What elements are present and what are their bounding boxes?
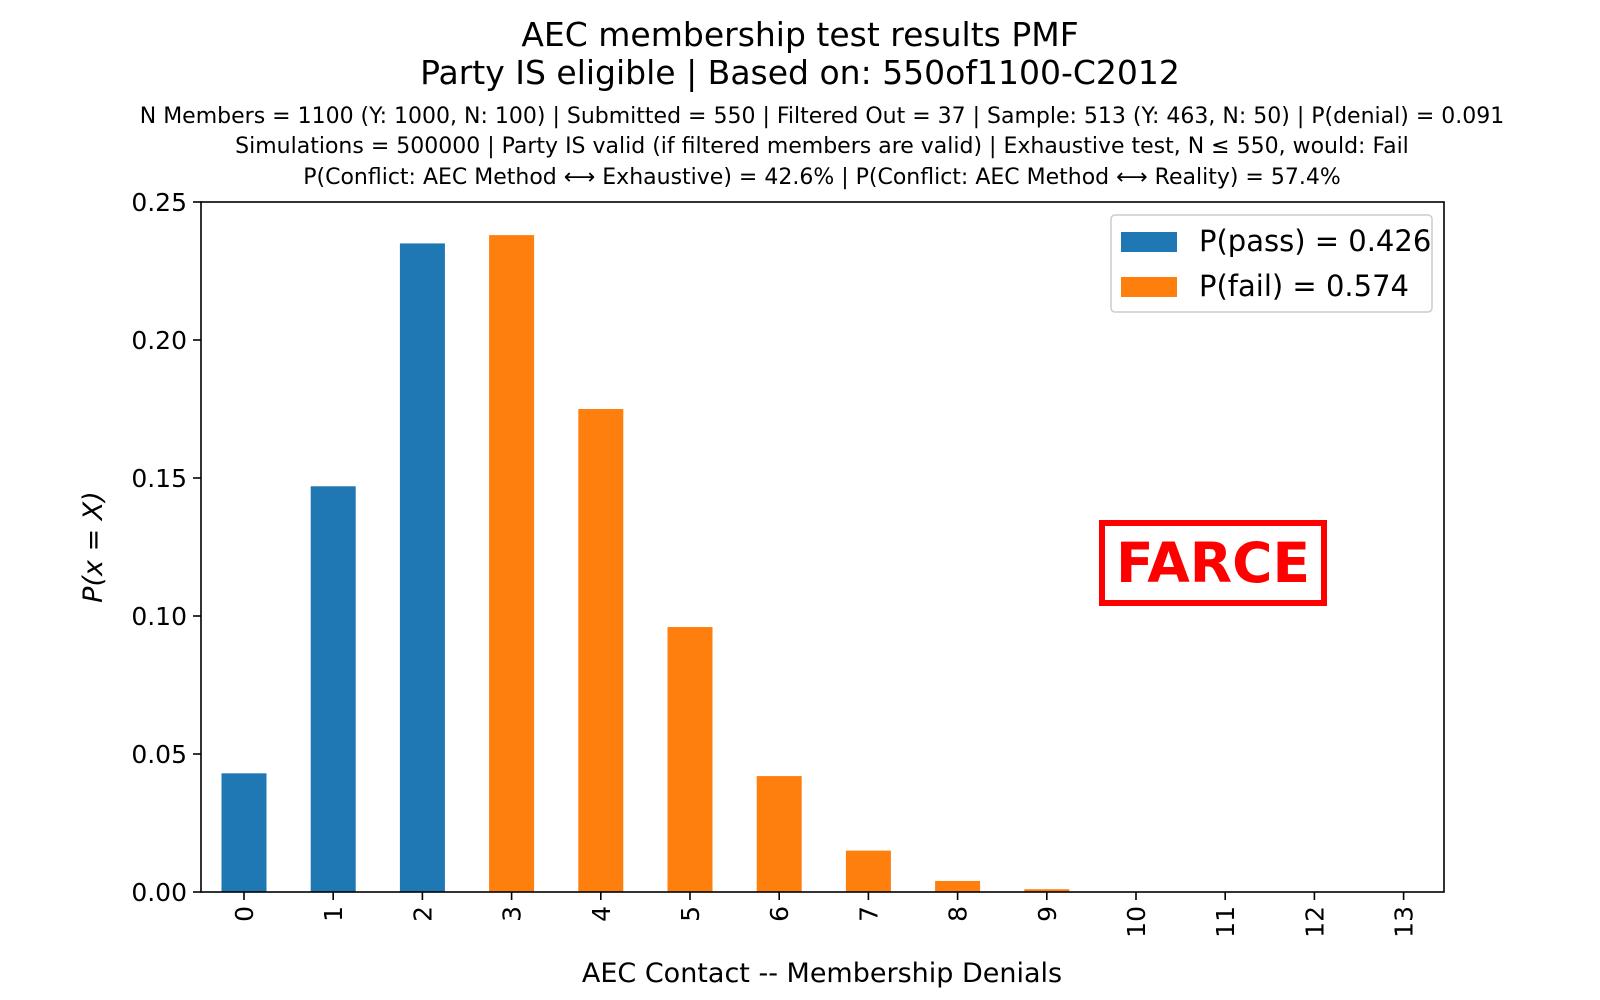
bar-2 [399, 243, 445, 892]
bar-7 [845, 850, 891, 892]
x-tick-label: 7 [854, 906, 883, 922]
legend-box [1110, 214, 1433, 313]
y-axis-label: P(x = X) [78, 491, 109, 603]
legend-label-fail: P(fail) = 0.574 [1199, 269, 1409, 303]
chart-subtitle: Party IS eligible | Based on: 550of1100-… [420, 53, 1180, 92]
bar-8 [935, 880, 981, 892]
farce-box [1099, 520, 1327, 606]
info-line-1: N Members = 1100 (Y: 1000, N: 100) | Sub… [140, 104, 1504, 129]
x-tick-label: 6 [765, 906, 794, 922]
x-tick-label: 12 [1300, 906, 1329, 938]
legend-label-pass: P(pass) = 0.426 [1199, 224, 1431, 258]
y-axis: 0.00 0.05 0.10 0.15 0.20 0.25 [131, 188, 201, 907]
x-tick-label: 13 [1390, 906, 1419, 938]
farce-text: FARCE [1116, 531, 1310, 595]
x-axis-label: AEC Contact -- Membership Denials [582, 958, 1062, 989]
bar-6 [756, 776, 802, 892]
plot-frame [200, 201, 1445, 893]
x-tick-label: 10 [1122, 906, 1151, 938]
x-tick-label: 9 [1033, 906, 1062, 922]
x-tick-label: 2 [408, 906, 437, 922]
bar-4 [578, 409, 624, 892]
y-tick-label: 0.25 [131, 188, 187, 217]
bars-group [221, 235, 1159, 892]
chart-title: AEC membership test results PMF [521, 15, 1078, 54]
y-tick-label: 0.15 [131, 464, 187, 493]
y-tick-label: 0.05 [131, 740, 187, 769]
bar-1 [310, 486, 356, 892]
bar-5 [667, 627, 713, 892]
legend: P(pass) = 0.426 P(fail) = 0.574 [1110, 214, 1433, 313]
x-tick-label: 1 [319, 906, 348, 922]
y-tick-label: 0.00 [131, 878, 187, 907]
bar-9 [1024, 889, 1070, 892]
x-tick-label: 8 [944, 906, 973, 922]
info-line-3: P(Conflict: AEC Method ⟷ Exhaustive) = 4… [303, 165, 1341, 190]
x-axis: 0 1 2 3 4 5 6 7 8 9 10 11 12 13 [230, 892, 1419, 938]
legend-swatch-pass [1121, 232, 1177, 252]
x-tick-label: 0 [230, 906, 259, 922]
x-tick-label: 4 [587, 906, 616, 922]
x-tick-label: 5 [676, 906, 705, 922]
farce-annotation: FARCE [1099, 520, 1327, 606]
legend-swatch-fail [1121, 277, 1177, 297]
bar-0 [221, 773, 267, 892]
x-tick-label: 3 [498, 906, 527, 922]
y-tick-label: 0.10 [131, 602, 187, 631]
bar-3 [489, 235, 535, 892]
y-tick-label: 0.20 [131, 326, 187, 355]
x-tick-label: 11 [1211, 906, 1240, 938]
info-line-2: Simulations = 500000 | Party IS valid (i… [235, 134, 1409, 159]
